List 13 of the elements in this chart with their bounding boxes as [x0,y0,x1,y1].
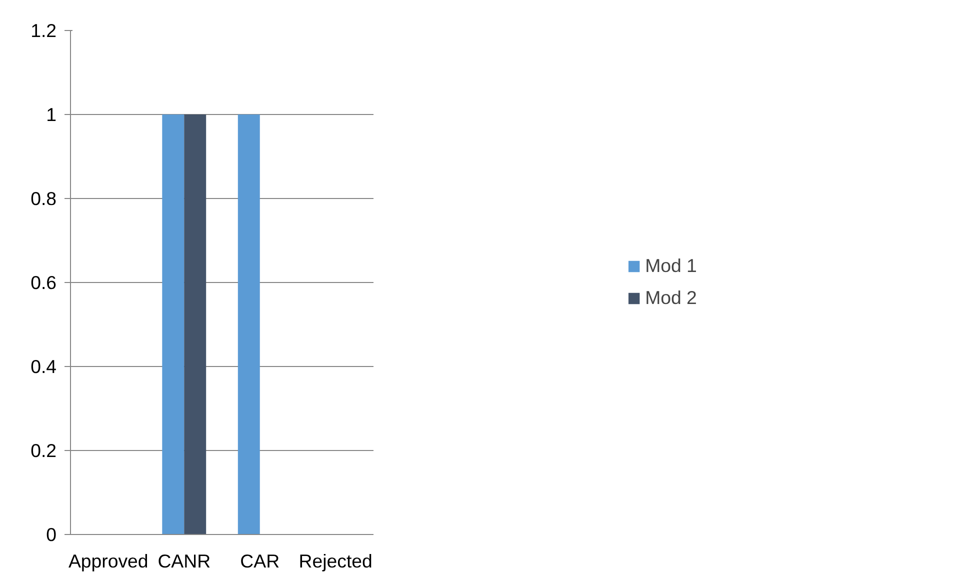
x-tick-label: Rejected [298,550,372,572]
y-tick-label: 1 [46,104,57,125]
y-tick-label: 0.8 [30,188,57,209]
y-tick-label: 0.4 [30,356,57,377]
y-tick-label: 0.6 [30,272,57,293]
x-tick-label: Approved [68,550,148,572]
legend-label: Mod 2 [645,287,697,309]
x-tick-label: CANR [158,550,211,572]
y-tick-label: 1.2 [30,20,57,41]
legend-label: Mod 1 [645,255,697,277]
y-tick-label: 0 [46,524,57,545]
y-tick-label: 0.2 [30,440,57,461]
x-tick-label: CAR [240,550,280,572]
